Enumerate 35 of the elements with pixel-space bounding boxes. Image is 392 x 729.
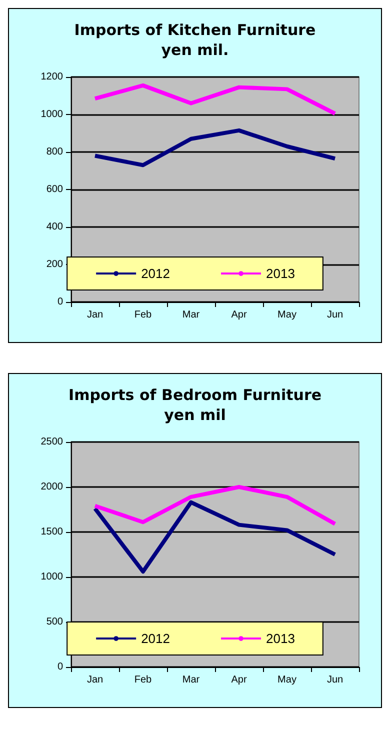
x-tick-label: Apr xyxy=(231,310,248,320)
y-tick-label: 0 xyxy=(57,296,64,308)
y-tick-label: 500 xyxy=(46,616,64,628)
legend-label: 2013 xyxy=(266,266,295,281)
y-tick-label: 1200 xyxy=(40,72,64,82)
x-tick-label: Feb xyxy=(134,674,152,686)
legend-label: 2013 xyxy=(266,631,295,646)
x-tick-label: Feb xyxy=(134,310,152,320)
legend-label: 2012 xyxy=(141,266,170,281)
x-tick-label: Mar xyxy=(182,674,200,686)
y-tick-label: 400 xyxy=(46,222,64,232)
x-tick-label: Jan xyxy=(86,310,104,320)
line-series xyxy=(93,83,337,116)
line-series xyxy=(93,485,337,526)
x-tick-label: May xyxy=(278,674,296,686)
y-tick-label: 600 xyxy=(46,184,64,195)
x-tick-label: Jun xyxy=(326,310,344,320)
x-tick-label: Mar xyxy=(182,310,200,320)
y-tick-label: 2000 xyxy=(40,482,64,492)
y-tick-label: 800 xyxy=(46,146,64,158)
x-tick-label: Jan xyxy=(86,674,104,686)
y-tick-label: 2500 xyxy=(40,436,64,448)
line-series xyxy=(93,500,337,574)
y-tick-label: 1000 xyxy=(40,109,64,120)
chart-title: Imports of Kitchen Furniture yen mil. xyxy=(74,21,316,59)
y-tick-label: 200 xyxy=(46,259,64,270)
legend-label: 2012 xyxy=(141,631,170,646)
x-tick-label: Apr xyxy=(231,674,248,686)
chart-title: Imports of Bedroom Furniture yen mil xyxy=(68,386,322,424)
y-tick-label: 0 xyxy=(57,662,64,672)
y-tick-label: 1000 xyxy=(40,572,64,582)
line-series xyxy=(93,128,337,168)
x-tick-label: Jun xyxy=(326,674,344,686)
y-tick-label: 1500 xyxy=(40,526,64,538)
x-tick-label: May xyxy=(278,310,296,320)
